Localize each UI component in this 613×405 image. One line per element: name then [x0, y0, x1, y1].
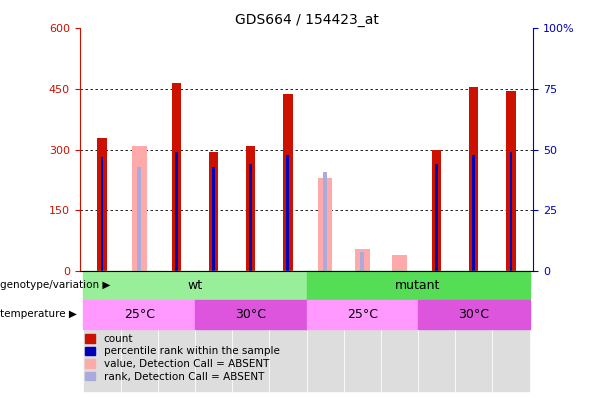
- Bar: [232, 271, 269, 392]
- Bar: [432, 150, 441, 271]
- Bar: [286, 155, 289, 271]
- Bar: [418, 300, 530, 328]
- Bar: [469, 87, 479, 271]
- Bar: [132, 146, 147, 271]
- Bar: [306, 271, 530, 300]
- Bar: [83, 271, 306, 300]
- Text: 25°C: 25°C: [124, 308, 154, 321]
- Bar: [455, 271, 492, 392]
- Text: mutant: mutant: [395, 279, 441, 292]
- Bar: [172, 83, 181, 271]
- Bar: [158, 271, 195, 392]
- Bar: [269, 271, 306, 392]
- Bar: [101, 157, 104, 271]
- Bar: [121, 271, 158, 392]
- Bar: [137, 167, 141, 271]
- Bar: [283, 94, 292, 271]
- Bar: [83, 300, 195, 328]
- Text: 30°C: 30°C: [235, 308, 266, 321]
- Bar: [195, 300, 306, 328]
- Bar: [175, 152, 178, 271]
- Bar: [473, 155, 475, 271]
- Bar: [392, 255, 407, 271]
- Text: genotype/variation ▶: genotype/variation ▶: [0, 280, 110, 290]
- Legend: count, percentile rank within the sample, value, Detection Call = ABSENT, rank, : count, percentile rank within the sample…: [85, 334, 280, 382]
- Bar: [249, 164, 252, 271]
- Bar: [360, 252, 364, 271]
- Bar: [344, 271, 381, 392]
- Bar: [195, 271, 232, 392]
- Bar: [492, 271, 530, 392]
- Bar: [97, 138, 107, 271]
- Text: 25°C: 25°C: [347, 308, 378, 321]
- Bar: [355, 249, 370, 271]
- Title: GDS664 / 154423_at: GDS664 / 154423_at: [235, 13, 378, 27]
- Bar: [506, 91, 516, 271]
- Bar: [83, 271, 121, 392]
- Bar: [209, 152, 218, 271]
- Bar: [435, 164, 438, 271]
- Bar: [306, 300, 418, 328]
- Bar: [418, 271, 455, 392]
- Bar: [306, 271, 344, 392]
- Text: wt: wt: [188, 279, 202, 292]
- Bar: [246, 147, 256, 271]
- Bar: [323, 172, 327, 271]
- Bar: [318, 178, 332, 271]
- Bar: [509, 152, 512, 271]
- Text: temperature ▶: temperature ▶: [0, 309, 77, 319]
- Bar: [212, 167, 215, 271]
- Text: 30°C: 30°C: [459, 308, 489, 321]
- Bar: [381, 271, 418, 392]
